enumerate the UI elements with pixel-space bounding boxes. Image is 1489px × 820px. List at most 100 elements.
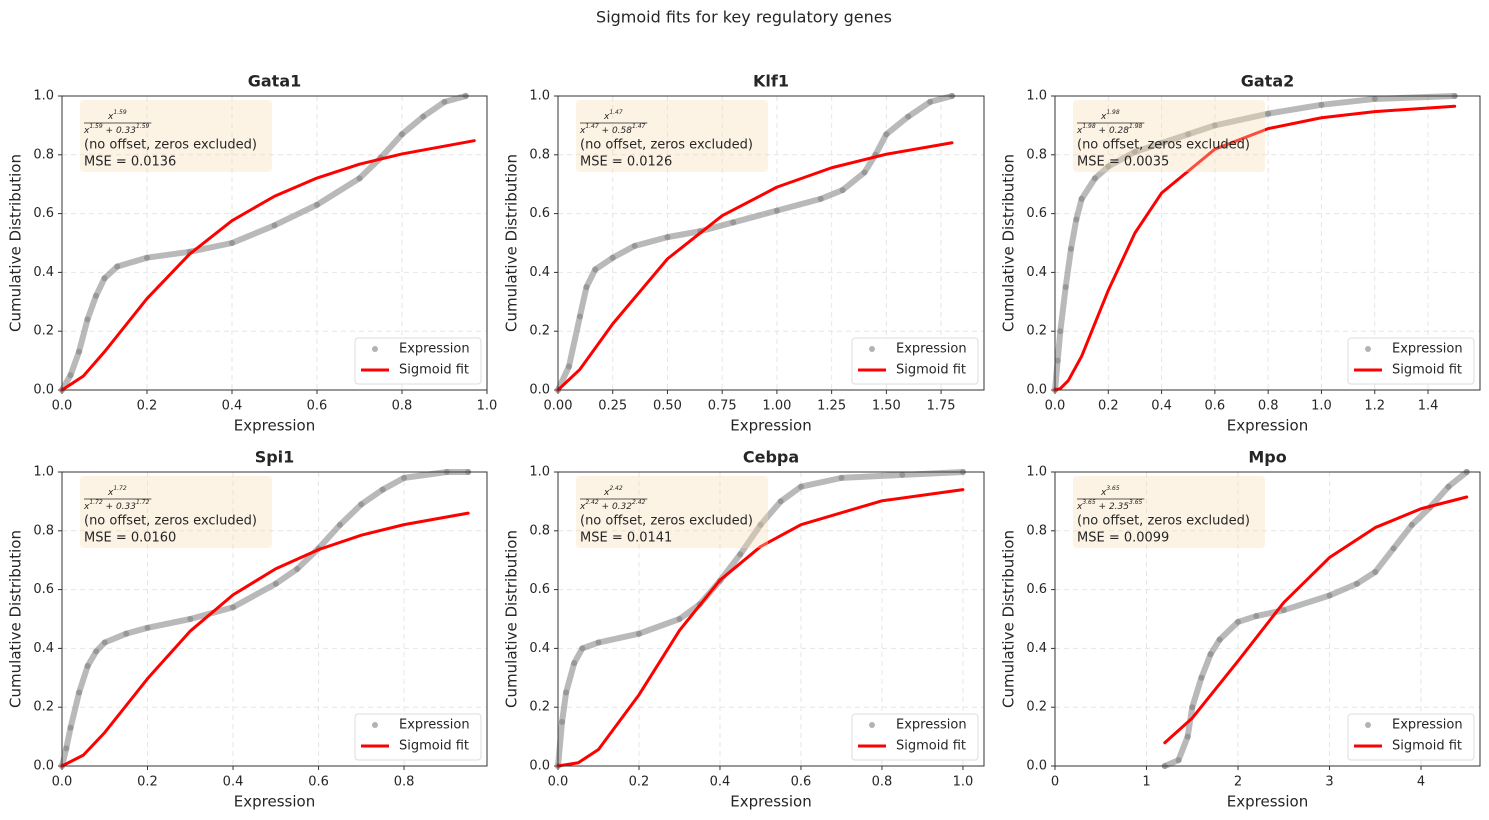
subplot: 0.0 0.2 0.4 0.6 0.8 1.0 0.0 0.2 0.4 0.6 0.8 1.0 Gata… [7, 72, 498, 435]
x-tick-label: 0.8 [872, 775, 893, 790]
scatter-point [609, 254, 616, 261]
scatter-point [294, 566, 301, 573]
scatter-point [817, 195, 824, 202]
x-tick-label: 0.75 [708, 399, 737, 414]
scatter-point [1353, 580, 1360, 587]
x-axis-label: Expression [234, 793, 315, 811]
annotation-box [576, 100, 768, 172]
y-tick-label: 0.2 [1026, 700, 1047, 715]
formula-part: + 0.33 [103, 126, 137, 136]
scatter-point [1067, 245, 1074, 252]
axes-frame [557, 95, 985, 391]
scatter-point [676, 616, 683, 622]
formula-part: 1.98 [1082, 123, 1096, 130]
scatter-point [1318, 101, 1325, 108]
series-line [556, 488, 965, 768]
y-axis-label: Cumulative Distribution [1000, 530, 1018, 708]
axes-frame [61, 95, 488, 391]
formula-part: 1.98 [1129, 123, 1143, 130]
legend-label: Expression [1392, 718, 1463, 733]
scatter-point [1408, 521, 1415, 528]
x-tick-label: 0.2 [137, 775, 158, 790]
scatter-point [563, 689, 570, 696]
subplot-title: Gata1 [248, 72, 302, 91]
series-line [59, 93, 469, 393]
annotation-mse: MSE = 0.0136 [84, 155, 176, 170]
subplot: 0.00 0.25 0.50 0.75 1.00 1.25 1.50 1.75 0.0 0.2 0.… [503, 72, 985, 435]
y-tick-label: 0.6 [33, 582, 54, 597]
y-tick-label: 0.8 [1026, 523, 1047, 538]
x-tick-label: 1 [1142, 775, 1150, 790]
scatter-point [1158, 140, 1165, 147]
scatter-point [441, 98, 448, 105]
scatter-point [1073, 216, 1080, 223]
axes-frame [557, 471, 985, 767]
x-tick-label: 0.8 [394, 775, 415, 790]
y-tick-label: 0.2 [529, 324, 550, 339]
formula-part: 1.47 [585, 123, 599, 130]
y-tick-label: 0.2 [33, 700, 54, 715]
legend-label: Expression [1392, 342, 1463, 357]
y-axis-label: Cumulative Distribution [1000, 154, 1018, 332]
scatter-point [187, 616, 194, 622]
formula-denominator: x1.47 + 0.581.47 [579, 123, 646, 136]
y-tick-label: 1.0 [33, 89, 54, 104]
legend-label: Sigmoid fit [1392, 739, 1462, 754]
scatter-point [93, 648, 100, 655]
scatter-point [737, 551, 744, 558]
y-tick-label: 0.4 [1026, 265, 1047, 280]
scatter-point [565, 363, 572, 370]
formula-part: x [107, 112, 114, 122]
y-tick-label: 0.6 [529, 206, 550, 221]
scatter-point [1078, 195, 1085, 202]
scatter-point [1265, 110, 1272, 117]
annotation-mse: MSE = 0.0160 [84, 531, 176, 546]
formula-part: 2.42 [632, 499, 646, 506]
y-tick-label: 0.2 [529, 700, 550, 715]
scatter-point [1198, 674, 1205, 681]
x-tick-label: 0 [1051, 775, 1059, 790]
x-tick-label: 0.6 [307, 399, 328, 414]
x-tick-label: 1.25 [817, 399, 846, 414]
scatter-point [773, 207, 780, 214]
scatter-point [144, 624, 151, 631]
axes-frame [61, 471, 488, 767]
annotation-note: (no offset, zeros excluded) [580, 514, 753, 529]
y-tick-label: 0.6 [1026, 206, 1047, 221]
scatter-point [379, 486, 386, 493]
scatter-point [571, 660, 578, 667]
annotation-box [1073, 476, 1265, 548]
formula-numerator: x2.42 [603, 485, 623, 498]
annotation-mse: MSE = 0.0099 [1077, 531, 1169, 546]
y-tick-label: 0.6 [529, 582, 550, 597]
y-tick-label: 1.0 [529, 89, 550, 104]
y-tick-label: 0.0 [1026, 383, 1047, 398]
scatter-point [272, 580, 279, 587]
formula-part: 1.59 [136, 123, 150, 130]
x-axis-label: Expression [730, 417, 811, 435]
scatter-point [314, 201, 320, 208]
x-tick-label: 0.2 [1098, 399, 1119, 414]
y-tick-label: 0.4 [529, 641, 550, 656]
x-tick-label: 1.2 [1364, 399, 1385, 414]
legend-label: Sigmoid fit [399, 739, 469, 754]
scatter-point [1062, 284, 1069, 291]
x-tick-label: 0.4 [223, 775, 244, 790]
scatter-point [1372, 568, 1379, 575]
x-axis-label: Expression [234, 417, 315, 435]
scatter-point [1390, 545, 1397, 552]
annotation-box [1073, 100, 1265, 172]
annotation-note: (no offset, zeros excluded) [84, 514, 257, 529]
y-tick-label: 0.8 [529, 147, 550, 162]
scatter-point [899, 471, 906, 478]
formula-numerator: x1.59 [107, 109, 127, 122]
scatter-point [1445, 483, 1452, 490]
formula-part: 1.72 [136, 499, 150, 506]
figure-title: Sigmoid fits for key regulatory genes [596, 8, 892, 27]
formula-part: x [1076, 502, 1083, 512]
formula-part: + 0.33 [103, 502, 137, 512]
x-tick-label: 0.0 [1045, 399, 1066, 414]
scatter-point [797, 483, 804, 490]
x-axis-label: Expression [1227, 417, 1308, 435]
